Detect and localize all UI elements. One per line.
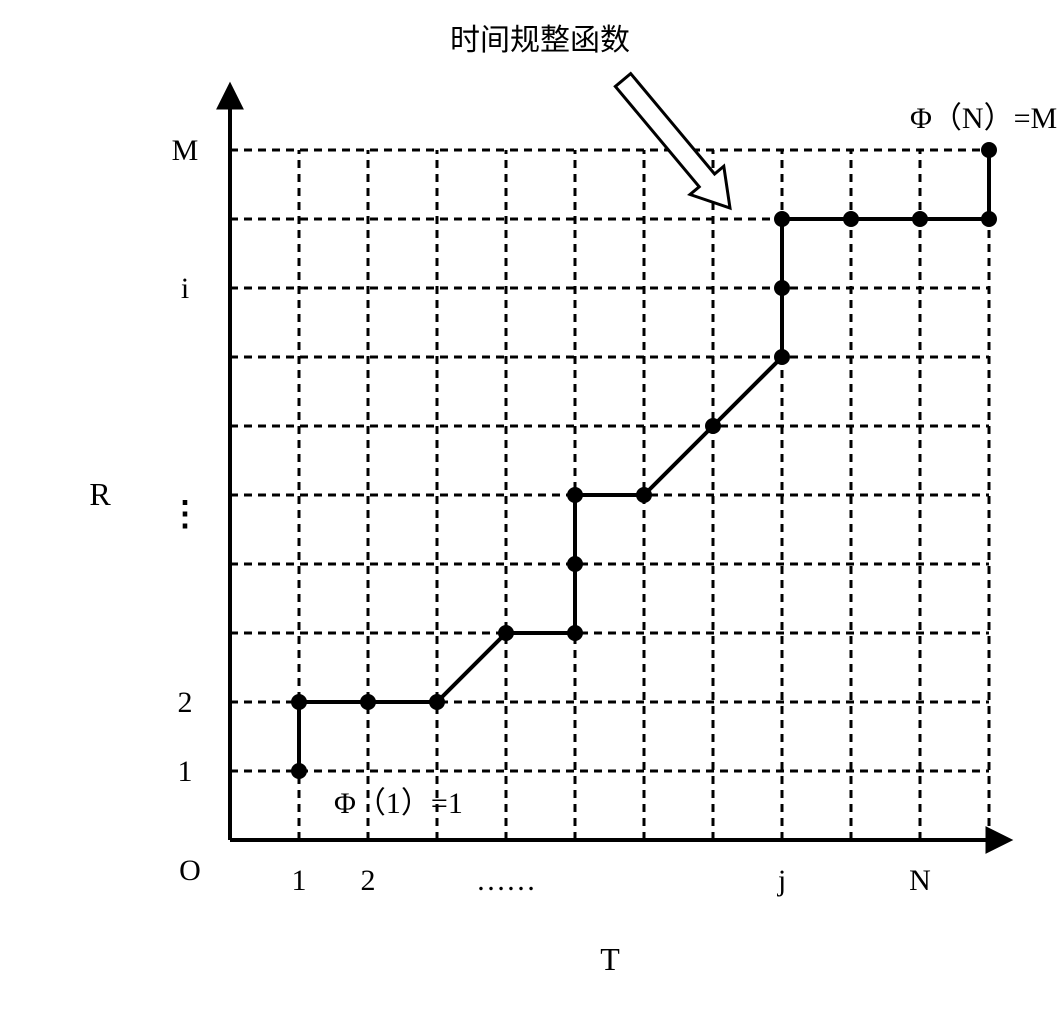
x-tick-label: ……: [476, 864, 536, 897]
path-point: [567, 487, 583, 503]
y-tick-label: 2: [178, 686, 193, 719]
x-axis-label: T: [600, 941, 620, 977]
path-point: [774, 280, 790, 296]
x-tick-label: 2: [361, 864, 376, 897]
origin-label: O: [179, 854, 201, 887]
path-point: [843, 211, 859, 227]
diagram-title: 时间规整函数: [450, 24, 630, 57]
y-tick-label: M: [172, 134, 199, 167]
path-point: [636, 487, 652, 503]
path-point: [291, 694, 307, 710]
path-point: [705, 418, 721, 434]
x-tick-label: 1: [292, 864, 307, 897]
path-point: [774, 349, 790, 365]
y-axis-label: R: [89, 476, 111, 512]
start-annotation: Φ（1）=1: [334, 787, 463, 820]
path-point: [774, 211, 790, 227]
path-point: [912, 211, 928, 227]
x-tick-label: j: [777, 864, 786, 897]
path-point: [291, 763, 307, 779]
y-ellipsis: ⋮: [168, 496, 202, 533]
path-point: [429, 694, 445, 710]
x-tick-label: N: [909, 864, 931, 897]
path-point: [981, 142, 997, 158]
path-point: [567, 625, 583, 641]
path-point: [498, 625, 514, 641]
y-tick-label: i: [181, 272, 189, 305]
path-point: [981, 211, 997, 227]
callout-arrow: [615, 74, 730, 208]
path-point: [567, 556, 583, 572]
dtw-diagram: 1 2 …… j N O T 1 2 i M ⋮ R Φ（1）=1 Φ（N）=M 时间规整函数: [0, 0, 1060, 1011]
y-tick-label: 1: [178, 755, 193, 788]
path-point: [360, 694, 376, 710]
end-annotation: Φ（N）=M: [910, 102, 1057, 135]
